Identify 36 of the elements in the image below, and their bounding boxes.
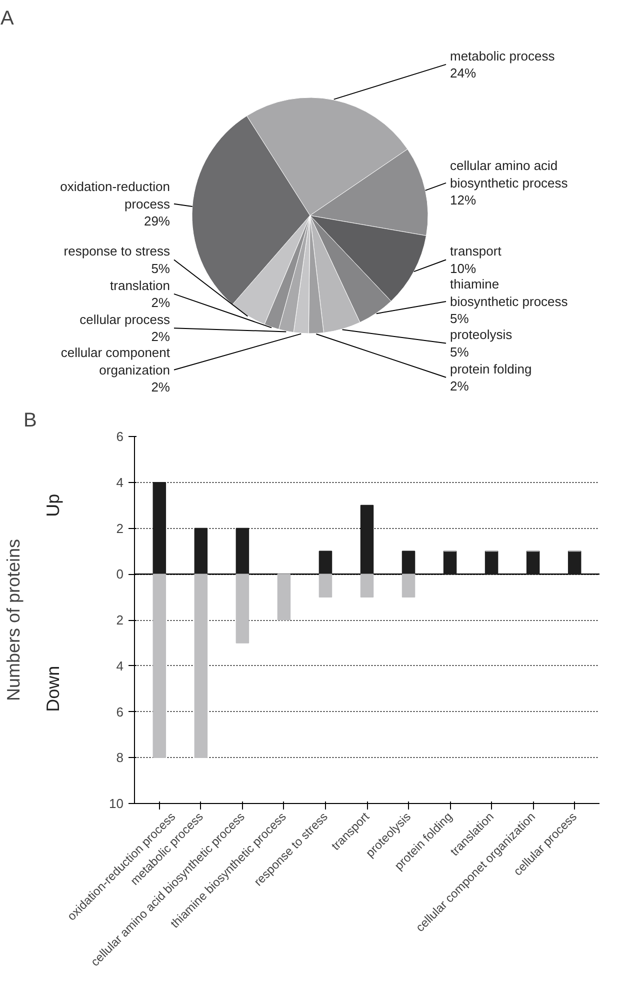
- slice-label: cellular component organization: [60, 345, 170, 378]
- slice-label: thiamine biosynthetic process: [450, 276, 568, 309]
- y-tick-label: 2: [116, 520, 124, 536]
- text: Up: [43, 494, 64, 517]
- slice-label: cellular process: [80, 312, 170, 327]
- y-axis-title: Numbers of proteins: [4, 538, 24, 702]
- slice-label: cellular amino acid biosynthetic process: [450, 158, 568, 190]
- chart-title: A: [0, 8, 14, 30]
- y-tick-label: 0: [116, 566, 124, 582]
- data-label: 24%: [450, 66, 476, 81]
- data-label: 2%: [151, 329, 170, 344]
- data-label: 2%: [151, 295, 170, 310]
- slice-label: response to stress: [64, 244, 170, 259]
- y-tick-label: 8: [116, 750, 124, 766]
- data-label: 12%: [450, 192, 476, 208]
- data-label: 2%: [151, 380, 170, 395]
- y-tick-label: 6: [116, 429, 124, 444]
- slice-label: metabolic process: [450, 48, 556, 64]
- slice-label: protein folding: [450, 361, 532, 376]
- y-tick-label: 10: [109, 796, 124, 811]
- data-label: 2%: [450, 378, 470, 394]
- y-tick-label: 4: [116, 474, 124, 490]
- slice-label: translation: [110, 278, 170, 293]
- text: Down: [43, 666, 64, 712]
- data-label: 5%: [450, 344, 470, 360]
- chart-title: B: [24, 410, 37, 432]
- data-label: 5%: [450, 311, 470, 326]
- data-label: 10%: [450, 260, 476, 276]
- data-label: 29%: [144, 214, 170, 229]
- slice-label: transport: [450, 244, 502, 259]
- data-label: 5%: [151, 260, 170, 276]
- y-tick-label: 2: [116, 612, 124, 628]
- slice-label: proteolysis: [450, 327, 513, 342]
- y-tick-label: 4: [116, 658, 124, 674]
- slice-label: oxidation-reduction process: [60, 179, 170, 212]
- y-tick-label: 6: [116, 704, 124, 720]
